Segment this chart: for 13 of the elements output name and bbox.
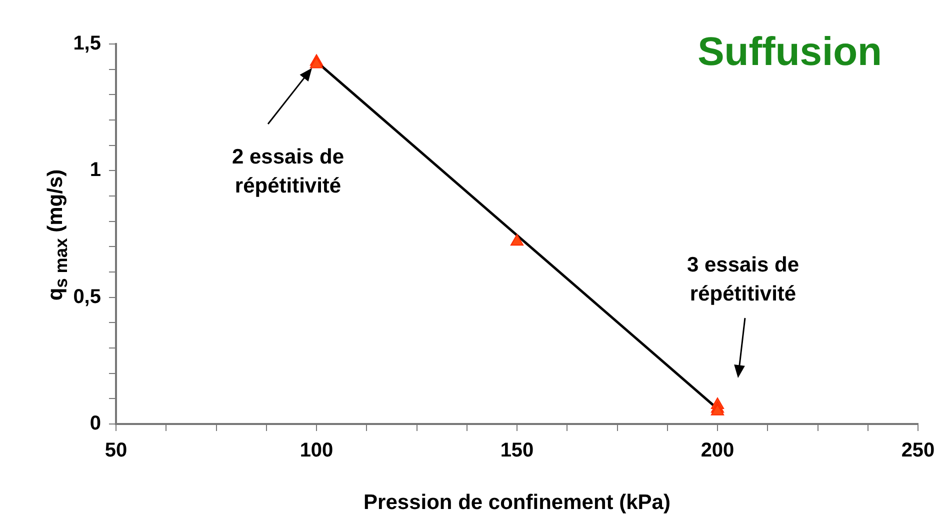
annotation: 2 essais de répétitivité [230, 144, 346, 200]
y-tick-label: 1 [90, 159, 101, 182]
chart-title: Suffusion [698, 30, 882, 75]
y-tick-label: 1,5 [73, 32, 101, 55]
x-tick-label: 200 [700, 440, 734, 462]
y-tick-label: 0 [90, 412, 101, 435]
annotation: 3 essais de répétitivité [686, 252, 800, 308]
x-axis-title: Pression de confinement (kPa) [364, 491, 670, 514]
x-tick-label: 150 [500, 440, 534, 462]
x-tick-label: 100 [300, 440, 334, 462]
x-tick-label: 50 [104, 440, 128, 462]
y-tick-label: 0,5 [73, 286, 101, 308]
x-tick-label: 250 [901, 440, 935, 462]
